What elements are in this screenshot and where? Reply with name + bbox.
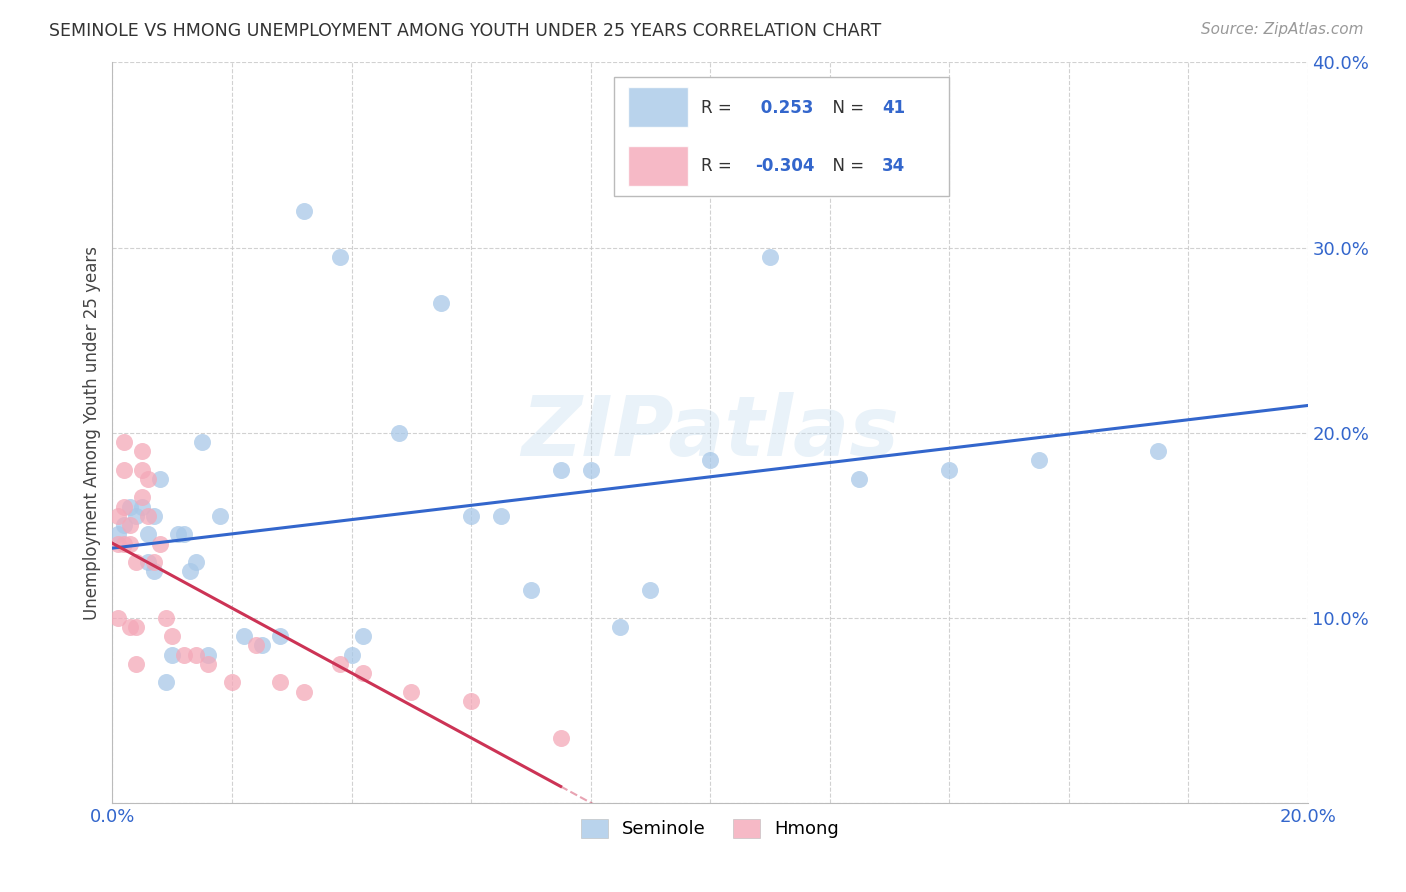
Point: [179, 565, 201, 579]
Point: [114, 500, 135, 514]
Point: [173, 527, 195, 541]
Point: [138, 555, 160, 569]
Point: [125, 508, 148, 523]
Point: [138, 508, 160, 523]
Point: [329, 250, 352, 264]
Point: [938, 462, 960, 476]
Point: [114, 536, 135, 550]
Point: [550, 731, 572, 745]
Point: [353, 666, 375, 681]
Point: [292, 685, 315, 699]
Point: [120, 518, 142, 533]
Point: [131, 491, 153, 505]
Point: [245, 639, 267, 653]
Point: [401, 685, 423, 699]
Point: [114, 462, 135, 476]
Point: [125, 620, 148, 634]
Point: [173, 648, 195, 662]
Point: [107, 610, 129, 624]
Point: [155, 610, 177, 624]
Point: [143, 565, 166, 579]
Point: [233, 629, 256, 643]
Text: Source: ZipAtlas.com: Source: ZipAtlas.com: [1201, 22, 1364, 37]
Point: [550, 462, 572, 476]
Legend: Seminole, Hmong: Seminole, Hmong: [574, 812, 846, 846]
Point: [138, 527, 160, 541]
Point: [848, 472, 870, 486]
Point: [329, 657, 352, 671]
Y-axis label: Unemployment Among Youth under 25 years: Unemployment Among Youth under 25 years: [83, 245, 101, 620]
Point: [221, 675, 243, 690]
Point: [209, 508, 232, 523]
Point: [149, 472, 172, 486]
Point: [340, 648, 363, 662]
Point: [107, 527, 129, 541]
Point: [269, 675, 291, 690]
Point: [388, 425, 411, 440]
Point: [186, 555, 208, 569]
Point: [131, 500, 153, 514]
Point: [143, 508, 166, 523]
Point: [143, 555, 166, 569]
Point: [430, 296, 453, 310]
Point: [120, 620, 142, 634]
Point: [107, 536, 129, 550]
Point: [120, 500, 142, 514]
Point: [125, 555, 148, 569]
Point: [460, 508, 482, 523]
Point: [640, 582, 662, 597]
Point: [155, 675, 177, 690]
Point: [197, 657, 219, 671]
Point: [162, 629, 183, 643]
Point: [292, 203, 315, 218]
Point: [120, 536, 142, 550]
Point: [197, 648, 219, 662]
Point: [114, 434, 135, 449]
Point: [250, 639, 273, 653]
Text: SEMINOLE VS HMONG UNEMPLOYMENT AMONG YOUTH UNDER 25 YEARS CORRELATION CHART: SEMINOLE VS HMONG UNEMPLOYMENT AMONG YOU…: [49, 22, 882, 40]
Point: [131, 444, 153, 458]
Point: [1147, 444, 1170, 458]
Point: [520, 582, 543, 597]
Point: [138, 472, 160, 486]
Point: [186, 648, 208, 662]
Point: [149, 536, 172, 550]
Point: [107, 508, 129, 523]
Point: [489, 508, 512, 523]
Point: [579, 462, 602, 476]
Point: [131, 462, 153, 476]
Point: [353, 629, 375, 643]
Point: [269, 629, 291, 643]
Point: [125, 657, 148, 671]
Point: [460, 694, 482, 708]
Text: ZIPatlas: ZIPatlas: [522, 392, 898, 473]
Point: [114, 518, 135, 533]
Point: [609, 620, 631, 634]
Point: [1028, 453, 1050, 467]
Point: [699, 453, 721, 467]
Point: [167, 527, 190, 541]
Point: [162, 648, 183, 662]
Point: [759, 250, 782, 264]
Point: [191, 434, 214, 449]
